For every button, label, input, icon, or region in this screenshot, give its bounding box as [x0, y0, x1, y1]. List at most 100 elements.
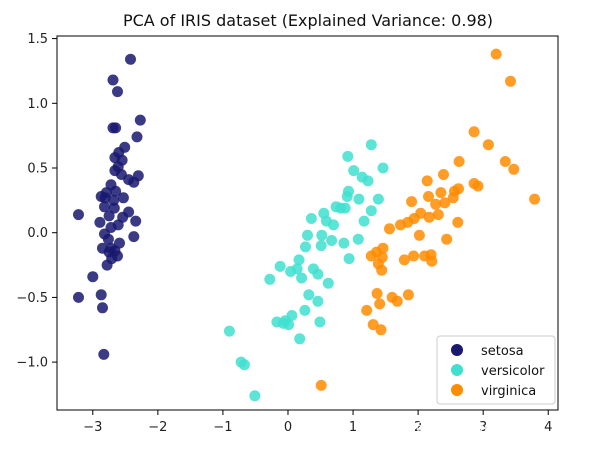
point-setosa-29: [73, 209, 84, 221]
x-tick-label-3: 0: [284, 420, 292, 435]
point-setosa-21: [99, 192, 111, 204]
point-virginica-45: [402, 289, 414, 301]
point-versicolor-9: [326, 235, 338, 246]
point-virginica-13: [435, 187, 447, 199]
series-setosa: [73, 53, 146, 360]
point-versicolor-2: [377, 162, 389, 174]
x-tick-label-2: −1: [213, 420, 232, 435]
point-virginica-44: [391, 295, 403, 307]
legend-label-setosa: setosa: [481, 344, 524, 359]
point-versicolor-18: [320, 215, 332, 227]
point-setosa-35: [102, 233, 114, 245]
point-virginica-47: [375, 324, 387, 336]
y-tick-label-0: −1.0: [16, 356, 48, 371]
point-versicolor-44: [294, 333, 306, 345]
point-versicolor-38: [264, 273, 276, 285]
point-setosa-36: [128, 231, 140, 243]
point-setosa-49: [98, 348, 110, 360]
point-versicolor-30: [312, 268, 324, 280]
y-tick-label-4: 1.0: [27, 97, 48, 112]
point-virginica-15: [447, 192, 459, 204]
point-setosa-46: [95, 289, 107, 301]
point-versicolor-24: [315, 240, 327, 252]
legend-box: [436, 335, 556, 405]
point-setosa-47: [73, 291, 84, 303]
point-versicolor-31: [322, 277, 334, 289]
point-versicolor-3: [342, 150, 354, 162]
point-virginica-8: [421, 175, 433, 187]
point-virginica-37: [365, 250, 377, 262]
point-virginica-0: [490, 48, 502, 60]
point-virginica-1: [505, 75, 516, 87]
point-virginica-33: [426, 255, 438, 267]
point-virginica-23: [452, 216, 464, 228]
point-setosa-5: [134, 114, 146, 126]
point-setosa-45: [87, 271, 99, 283]
point-setosa-16: [128, 176, 140, 188]
point-versicolor-33: [303, 289, 315, 301]
x-tick-label-4: 1: [349, 420, 357, 435]
point-versicolor-22: [338, 237, 350, 249]
point-virginica-4: [453, 156, 465, 167]
point-virginica-17: [439, 197, 451, 209]
point-setosa-44: [101, 259, 113, 271]
point-versicolor-35: [299, 304, 311, 316]
legend: setosa versicolor virginica: [436, 335, 556, 405]
plot-frame: [56, 35, 559, 411]
point-versicolor-23: [343, 253, 355, 265]
point-versicolor-32: [296, 272, 308, 284]
y-tick-label-1: −0.5: [16, 291, 48, 306]
point-virginica-27: [413, 229, 425, 241]
series-versicolor: [223, 139, 389, 402]
point-virginica-43: [374, 298, 386, 310]
point-versicolor-25: [302, 229, 313, 241]
legend-label-versicolor: versicolor: [481, 364, 545, 379]
point-virginica-26: [384, 223, 395, 235]
series-virginica: [315, 48, 541, 391]
point-versicolor-6: [353, 193, 365, 205]
point-versicolor-16: [330, 201, 342, 213]
point-setosa-48: [97, 302, 108, 314]
point-versicolor-11: [365, 205, 377, 217]
point-virginica-18: [430, 198, 442, 210]
point-virginica-28: [441, 233, 453, 245]
x-tick-label-7: 4: [544, 420, 552, 435]
point-virginica-48: [367, 319, 379, 331]
point-versicolor-39: [274, 260, 286, 272]
x-tick-label-0: −3: [83, 420, 102, 435]
point-versicolor-21: [352, 233, 364, 245]
legend-label-virginica: virginica: [481, 384, 536, 399]
point-virginica-46: [361, 304, 373, 316]
legend-marker-versicolor: [451, 364, 463, 376]
point-setosa-27: [103, 210, 115, 222]
x-axis: −3 −2 −1 0 1 2 3 4: [83, 410, 552, 435]
point-setosa-24: [99, 201, 110, 213]
point-virginica-7: [438, 169, 449, 180]
chart-title: PCA of IRIS dataset (Explained Variance:…: [123, 11, 493, 30]
point-setosa-2: [112, 86, 123, 98]
points-layer: [73, 48, 541, 402]
point-versicolor-27: [293, 254, 305, 266]
legend-marker-setosa: [451, 344, 463, 356]
point-setosa-30: [94, 216, 106, 228]
x-tick-label-5: 2: [414, 420, 422, 435]
point-virginica-14: [423, 191, 434, 202]
point-versicolor-0: [365, 139, 377, 151]
point-versicolor-36: [312, 295, 324, 307]
y-tick-label-2: 0.0: [27, 226, 48, 241]
x-tick-label-6: 3: [479, 420, 487, 435]
point-virginica-40: [398, 254, 410, 266]
point-versicolor-46: [223, 325, 235, 337]
point-versicolor-48: [238, 359, 250, 371]
x-tick-label-1: −2: [148, 420, 167, 435]
point-versicolor-19: [305, 213, 317, 224]
point-versicolor-45: [314, 316, 326, 328]
point-versicolor-20: [316, 229, 328, 241]
point-virginica-21: [423, 211, 435, 223]
point-setosa-25: [108, 202, 120, 214]
point-setosa-31: [130, 215, 142, 227]
y-axis: −1.0 −0.5 0.0 0.5 1.0 1.5: [16, 32, 57, 371]
legend-marker-virginica: [451, 384, 463, 396]
y-tick-label-3: 0.5: [27, 162, 48, 177]
